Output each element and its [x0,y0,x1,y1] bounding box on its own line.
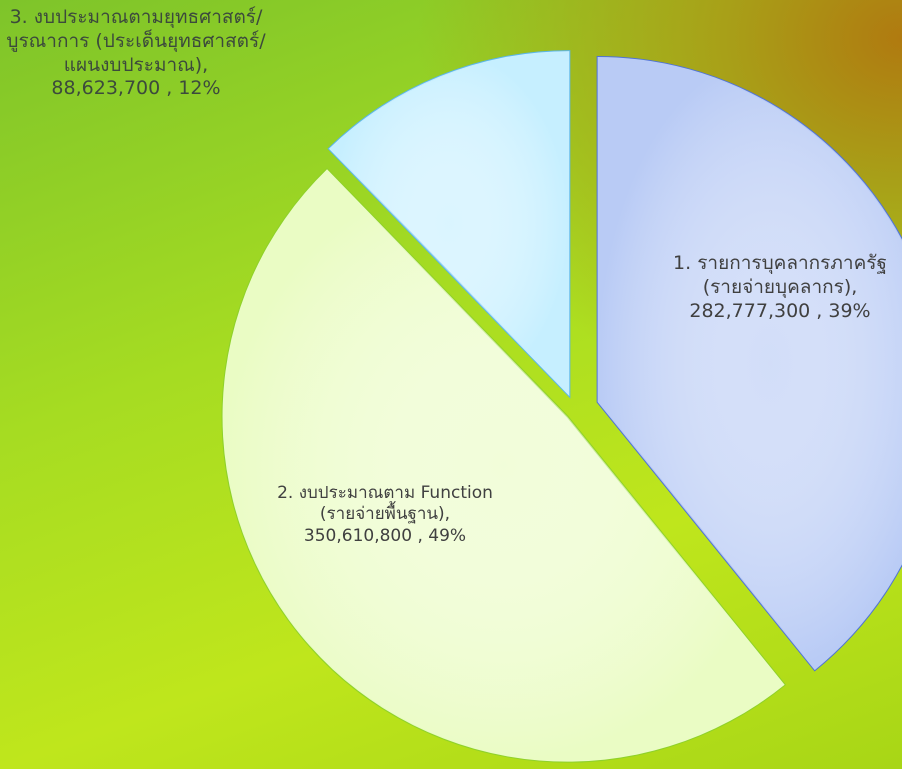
slice-shade [222,169,785,762]
percent-label: 39% [828,299,871,322]
separator: , [160,77,179,100]
slice-shade [328,51,570,397]
percent-label: 12% [178,77,221,100]
separator: , [412,525,429,546]
category-label: 1. รายการบุคลากรภาครัฐ (รายจ่ายบุคลากร), [673,252,887,298]
value-label: 88,623,700 [51,77,161,100]
category-label: 2. งบประมาณตาม Function (รายจ่ายพื้นฐาน)… [277,483,493,525]
slice-label: 1. รายการบุคลากรภาครัฐ (รายจ่ายบุคลากร),… [660,252,900,323]
slice-shade [597,56,902,671]
separator: , [810,299,829,322]
category-label: 3. งบประมาณตามยุทธศาสตร์/บูรณาการ (ประเด… [6,6,266,76]
slice-label: 2. งบประมาณตาม Function (รายจ่ายพื้นฐาน)… [265,483,505,547]
slice-label: 3. งบประมาณตามยุทธศาสตร์/บูรณาการ (ประเด… [0,6,272,101]
value-label: 350,610,800 [303,525,413,546]
percent-label: 49% [428,525,467,546]
value-label: 282,777,300 [689,299,811,322]
